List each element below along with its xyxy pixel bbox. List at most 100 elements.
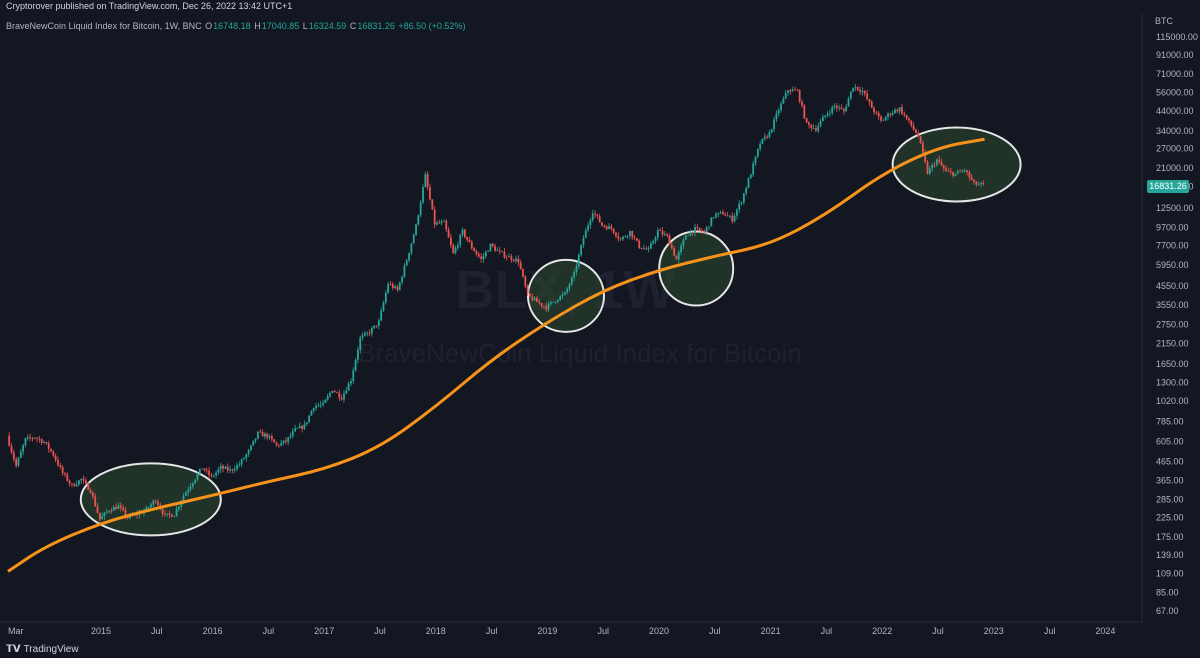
candle-body [691,231,694,233]
candle-body [22,445,25,452]
candle-body [919,136,922,143]
candle-body [766,136,769,138]
candle-body [270,436,273,440]
candle-body [747,178,750,188]
candle-body [510,256,513,260]
candle-body [656,230,659,238]
candle-body [322,402,324,405]
candle-body [852,87,855,92]
candle-body [257,431,259,439]
candle-body [177,506,180,510]
candle-body [584,230,587,239]
price-tick-label: 109.00 [1156,568,1184,578]
price-tick-label: 85.00 [1156,588,1179,598]
time-tick-label: 2016 [203,626,223,636]
candle-body [80,478,83,481]
candle-body [519,262,522,270]
candle-body [622,236,624,240]
candle-body [729,215,731,217]
candle-body [10,445,13,453]
candle-body [66,474,69,481]
price-tick-label: 225.00 [1156,513,1184,523]
candle-body [303,424,306,429]
price-tick-label: 67.00 [1156,606,1179,616]
candle-body [17,457,20,466]
candle-body [463,229,466,237]
candle-body [928,168,931,174]
candle-body [454,247,457,253]
price-tick-label: 3550.00 [1156,300,1189,310]
highlight-circles [79,126,1022,537]
candle-body [961,170,964,172]
price-axis[interactable]: 115000.00 91000.00 71000.00 56000.00 44000.0… [1156,32,1198,616]
candle-body [931,164,934,169]
candle-body [94,496,97,507]
candle-body [182,495,185,502]
candle-body [712,217,715,218]
candle-body [696,227,699,228]
candle-body [670,244,673,249]
candle-body [775,113,778,120]
price-tick-label: 27000.00 [1156,144,1194,154]
candle-body [749,174,752,179]
candle-body [250,445,252,451]
candle-body [191,483,194,487]
candle-body [591,213,594,220]
time-tick-label: Jul [1044,626,1056,636]
candle-body [647,248,650,250]
candle-body [563,292,566,295]
candle-body [784,92,787,99]
candle-body [505,257,508,258]
close-label: C [349,21,357,31]
candle-body [296,428,299,429]
candle-body [575,266,578,272]
candle-body [540,303,543,306]
candle-body [921,142,924,153]
symbol-name[interactable]: BraveNewCoin Liquid Index for Bitcoin, 1… [6,21,202,31]
candle-body [633,237,636,239]
candle-body [808,122,810,125]
candle-body [89,489,92,493]
price-tick-label: 1300.00 [1156,377,1189,387]
candle-body [854,86,857,88]
candle-body [894,109,896,113]
candle-body [882,119,885,121]
candle-body [338,392,341,398]
time-tick-label: 2018 [426,626,446,636]
candle-body [452,245,455,253]
candle-body [317,405,320,407]
candle-body [587,225,589,231]
candle-body [287,437,290,442]
candle-body [645,248,648,250]
candle-body [410,243,413,253]
time-tick-label: Jul [263,626,275,636]
candle-body [36,437,38,439]
time-axis[interactable]: Mar 2015 Jul 2016 Jul 2017 Jul 2018 Jul 2019 Jul 20… [8,626,1115,636]
candle-body [247,450,250,455]
candle-body [903,113,906,115]
top-bar [0,0,1200,13]
time-tick-label: 2022 [872,626,892,636]
candle-body [157,501,159,505]
candle-body [473,248,476,252]
candle-body [417,215,420,225]
candle-body [254,438,257,441]
candle-body [201,468,204,470]
candle-body [840,107,843,110]
candle-body [675,255,678,260]
candle-body [175,509,178,517]
candle-body [368,332,371,334]
time-tick-label: Jul [821,626,833,636]
candle-body [498,250,501,252]
candle-body [756,148,759,157]
candle-body [187,489,190,493]
candle-body [533,298,536,301]
candle-body [682,239,685,246]
candle-body [612,228,615,233]
tradingview-logo[interactable]: 𝗧𝗩 TradingView [6,644,79,655]
candle-body [905,114,908,119]
candle-body [649,243,652,249]
candle-body [573,271,576,278]
candle-body [468,239,471,243]
